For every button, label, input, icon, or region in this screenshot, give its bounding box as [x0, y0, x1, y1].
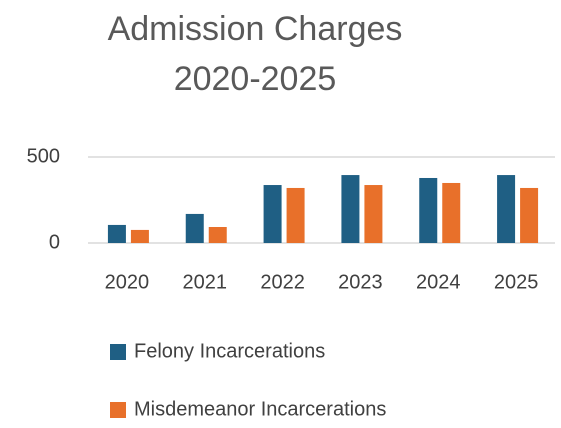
- bar: [286, 187, 305, 243]
- bar: [107, 224, 126, 243]
- x-tick-label: 2024: [416, 271, 461, 293]
- legend-swatch: [110, 402, 126, 418]
- bar: [497, 175, 516, 243]
- bar: [263, 185, 282, 243]
- bar: [185, 213, 204, 243]
- bar: [208, 227, 227, 243]
- x-tick-label: 2023: [338, 271, 383, 293]
- bar: [341, 175, 360, 243]
- bar: [130, 229, 149, 243]
- legend-swatch: [110, 344, 126, 360]
- y-tick-label: 0: [49, 231, 60, 253]
- chart-title: Admission Charges 2020-2025: [107, 10, 403, 98]
- x-tick-label: 2022: [260, 271, 305, 293]
- x-tick-label: 2020: [105, 271, 150, 293]
- x-tick-label: 2025: [494, 271, 539, 293]
- bar: [520, 187, 539, 243]
- bar: [442, 182, 461, 243]
- y-tick-label: 500: [27, 145, 60, 167]
- legend-label: Felony Incarcerations: [134, 340, 325, 362]
- x-tick-label: 2021: [183, 271, 228, 293]
- legend-label: Misdemeanor Incarcerations: [134, 398, 386, 420]
- bar: [364, 185, 383, 243]
- bar: [419, 177, 438, 243]
